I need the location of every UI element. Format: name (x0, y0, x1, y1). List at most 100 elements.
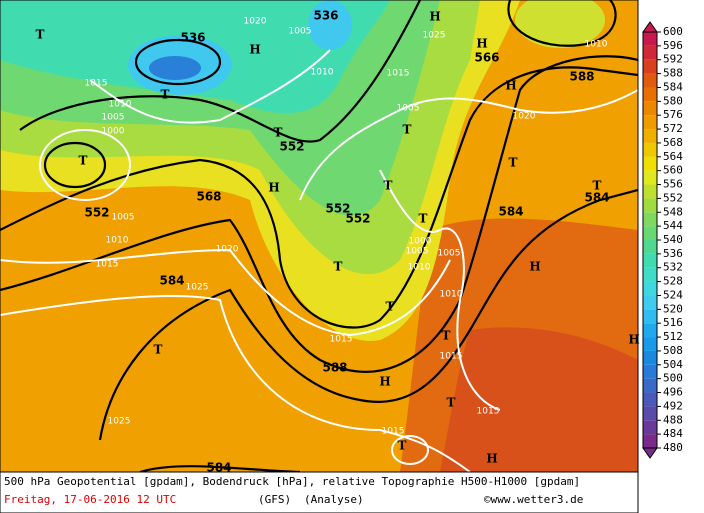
colorbar-band (643, 253, 657, 268)
colorbar-tick-label: 596 (663, 39, 683, 52)
pressure-label: 1025 (108, 417, 131, 427)
pressure-label: 1005 (289, 27, 312, 37)
colorbar-band (643, 184, 657, 199)
pressure-label: 1005 (397, 104, 420, 114)
pressure-label: 1020 (513, 112, 536, 122)
colorbar-band (643, 115, 657, 130)
pressure-system: T (509, 156, 518, 170)
pressure-system: T (384, 179, 393, 193)
contour (98, 188, 638, 441)
pressure-label: 1015 (85, 79, 108, 89)
colorbar-tick-label: 488 (663, 413, 683, 426)
pressure-label: 1020 (244, 17, 267, 27)
pressure-system: T (593, 179, 602, 193)
map-area (0, 0, 638, 472)
pressure-label: 1010 (311, 68, 334, 78)
pressure-label: 1010 (106, 236, 129, 246)
geopotential-label: 584 (498, 205, 523, 219)
isobar (89, 49, 331, 124)
colorbar-band (643, 240, 657, 254)
yellow-patch (515, 0, 605, 48)
colorbar-band (643, 59, 657, 74)
pressure-label: 1000 (409, 237, 432, 247)
isobar (379, 169, 501, 411)
colorbar-band (643, 337, 657, 351)
geopotential-label: 588 (569, 70, 594, 84)
pressure-label: 1015 (330, 335, 353, 345)
colorbar-band (643, 406, 657, 421)
colorbar-cap-top (642, 21, 658, 33)
colorbar-band (643, 198, 657, 213)
pressure-label: 1005 (102, 113, 125, 123)
pressure-system: T (334, 260, 343, 274)
pressure-system: H (476, 37, 487, 51)
pressure-system: T (161, 88, 170, 102)
pressure-system: T (274, 126, 283, 140)
colorbar-tick-label: 504 (663, 358, 683, 371)
footer-date: Freitag, 17-06-2016 12 UTC (4, 493, 176, 506)
pressure-label: 1015 (440, 352, 463, 362)
pressure-label: 1005 (112, 213, 135, 223)
colorbar-band (643, 281, 657, 296)
pressure-label: 1015 (382, 427, 405, 437)
pressure-system: H (529, 260, 540, 274)
colorbar-band (643, 129, 657, 143)
contour (139, 465, 301, 472)
pressure-label: 1015 (387, 69, 410, 79)
colorbar-tick-label: 564 (663, 150, 683, 163)
isobar (0, 294, 471, 472)
colorbar-tick-label: 600 (663, 25, 683, 38)
colorbar-band (643, 170, 657, 185)
colorbar-band (643, 267, 657, 282)
contour (19, 0, 421, 143)
colorbar-tick-label: 536 (663, 247, 683, 260)
cold-core-inner (149, 56, 201, 80)
colorbar-tick-label: 520 (663, 302, 683, 315)
pressure-system: T (79, 154, 88, 168)
geopotential-label: 552 (84, 206, 109, 220)
colorbar-tick-label: 552 (663, 191, 683, 204)
colorbar-tick-label: 560 (663, 164, 683, 177)
colorbar-tick-label: 516 (663, 316, 683, 329)
pressure-label: 1010 (585, 40, 608, 50)
colorbar-band (643, 73, 657, 88)
colorbar-tick-label: 588 (663, 67, 683, 80)
colorbar-tick-label: 492 (663, 399, 683, 412)
geopotential-label: 536 (313, 9, 338, 23)
colorbar-tick-label: 480 (663, 441, 683, 454)
colorbar-band (643, 32, 657, 46)
colorbar-band (643, 45, 657, 60)
colorbar-tick-label: 576 (663, 108, 683, 121)
colorbar-tick-label: 512 (663, 330, 683, 343)
pressure-system: H (628, 333, 639, 347)
colorbar-band (643, 350, 657, 365)
colorbar-band (643, 212, 657, 227)
colorbar-band (643, 226, 657, 240)
colorbar-band (643, 434, 657, 448)
colorbar-band (643, 364, 657, 379)
pressure-system: H (486, 452, 497, 466)
geopotential-label: 552 (345, 212, 370, 226)
pressure-label: 1005 (438, 249, 461, 259)
isobar (391, 435, 429, 465)
pressure-system: H (379, 375, 390, 389)
colorbar-band (643, 87, 657, 102)
pressure-system: T (154, 343, 163, 357)
geopotential-label: 588 (322, 361, 347, 375)
geopotential-label: 568 (196, 190, 221, 204)
hot-region (440, 327, 638, 472)
pressure-label: 1000 (102, 127, 125, 137)
colorbar-cap-bottom (642, 447, 658, 459)
geopotential-label: 584 (159, 274, 184, 288)
footer-box (0, 471, 639, 513)
colorbar-tick-label: 556 (663, 178, 683, 191)
pressure-system: T (386, 300, 395, 314)
isobar (0, 248, 451, 337)
contour (0, 66, 638, 329)
colorbar-band (643, 323, 657, 338)
footer-source: ©www.wetter3.de (484, 493, 583, 506)
pressure-label: 1025 (423, 31, 446, 41)
geopotential-label: 584 (206, 461, 231, 475)
